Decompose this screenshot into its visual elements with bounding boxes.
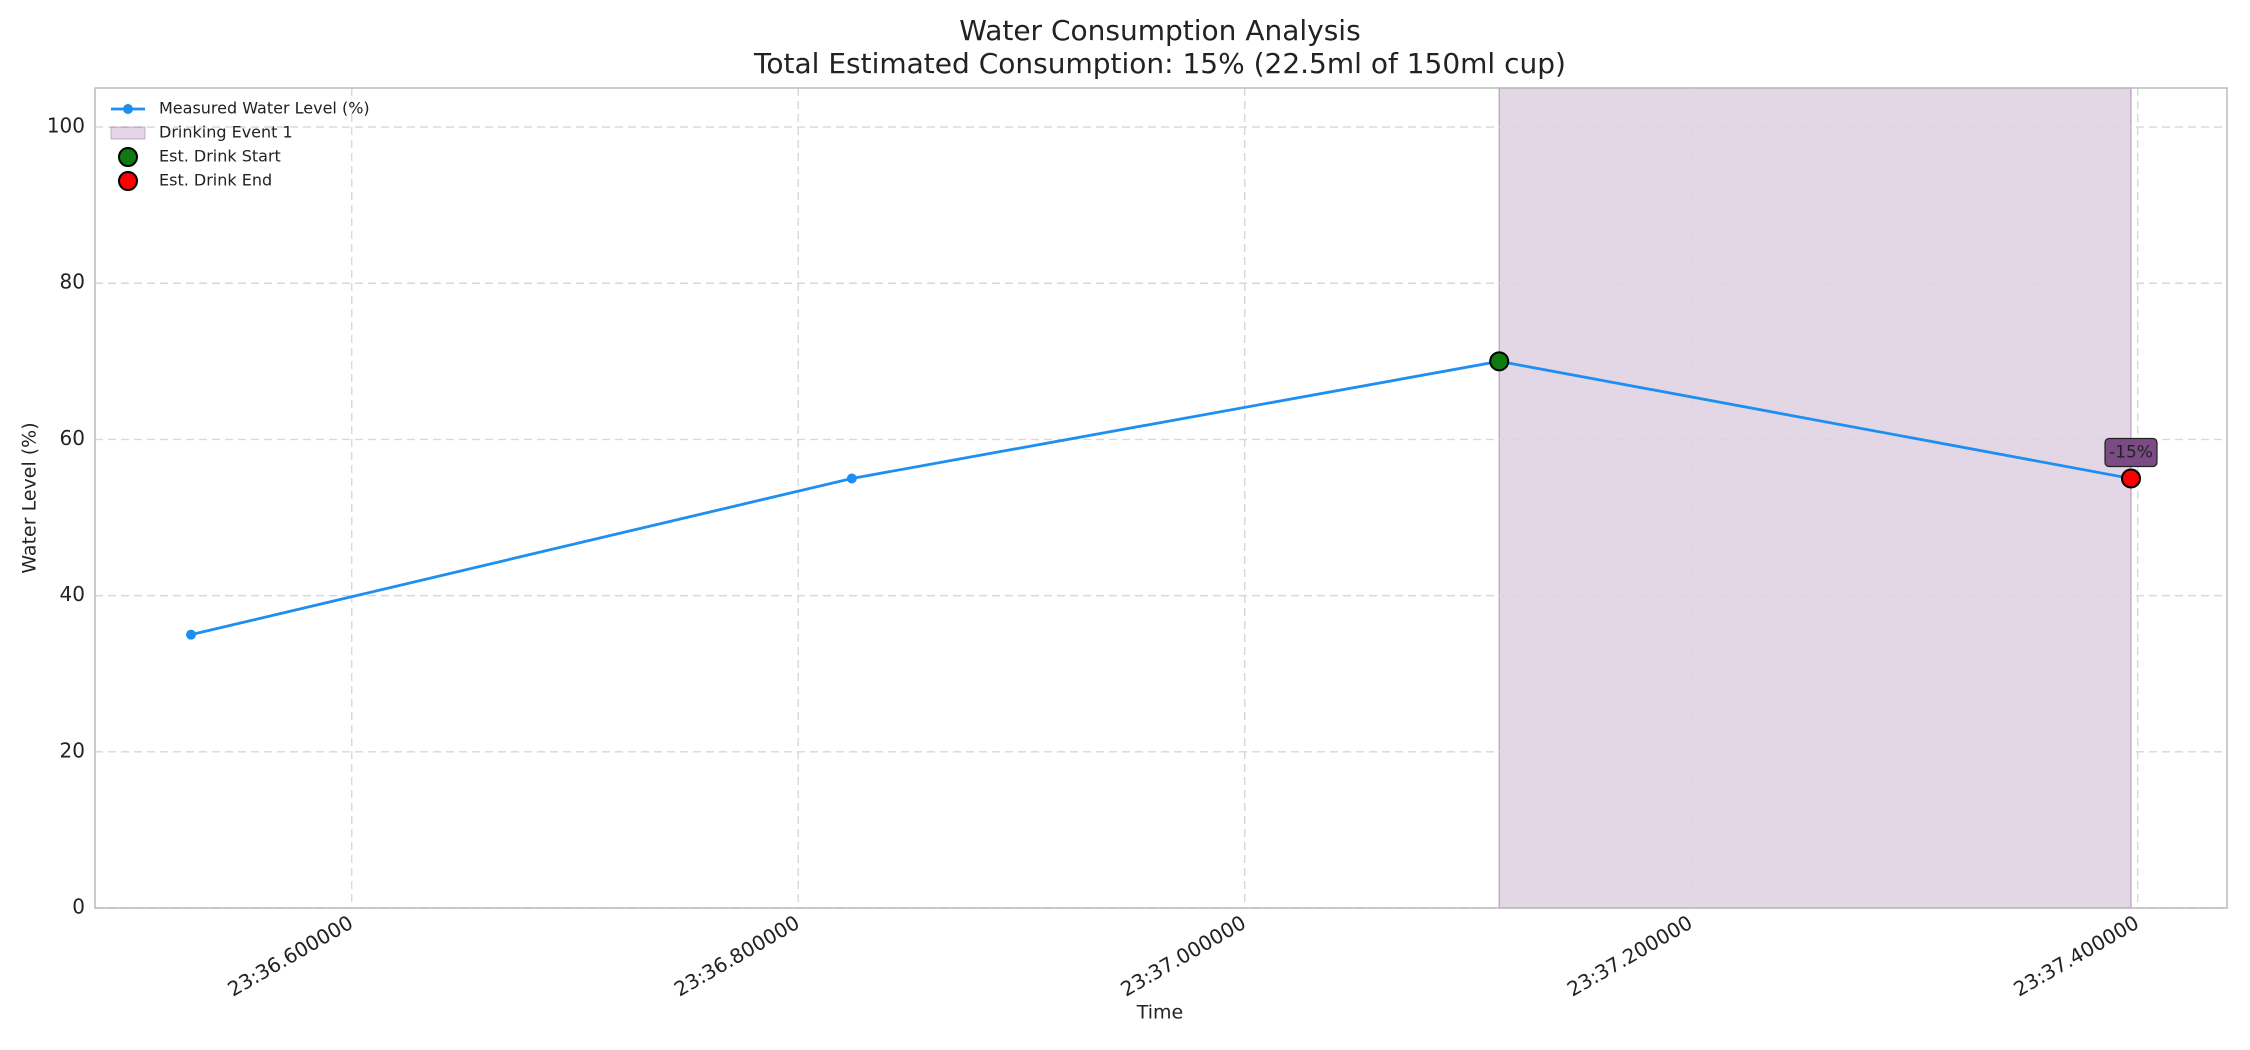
drink-end-marker (2121, 468, 2142, 489)
legend-label: Est. Drink End (159, 171, 272, 190)
legend-swatch (118, 171, 138, 191)
x-tick-label: 23:37.400000 (2009, 910, 2143, 1001)
annotation-text: -15% (2109, 442, 2153, 462)
y-tick-label: 80 (60, 270, 85, 294)
y-axis-label: Water Level (%) (19, 422, 41, 573)
legend-label: Drinking Event 1 (159, 123, 293, 142)
legend-swatch (123, 104, 133, 114)
x-tick-label: 23:37.200000 (1563, 910, 1697, 1001)
legend-swatch (118, 147, 138, 167)
legend-label: Measured Water Level (%) (159, 99, 370, 118)
x-tick-label: 23:36.800000 (670, 910, 804, 1001)
y-tick-label: 60 (60, 426, 85, 450)
chart-title: Water Consumption Analysis (959, 14, 1360, 47)
event-span (1498, 87, 2132, 909)
chart-subtitle: Total Estimated Consumption: 15% (22.5ml… (753, 47, 1566, 80)
drink-start-marker (1489, 351, 1510, 372)
x-tick-label: 23:36.600000 (223, 910, 357, 1001)
data-point (846, 473, 857, 484)
y-tick-label: 100 (47, 114, 85, 138)
x-axis-label: Time (1136, 1002, 1184, 1024)
legend-swatch (110, 126, 146, 140)
y-tick-label: 20 (60, 738, 85, 762)
legend-label: Est. Drink Start (159, 147, 281, 166)
data-point (185, 629, 196, 640)
data-line (190, 359, 2132, 637)
annotation-box (2104, 437, 2158, 468)
plot-frame (94, 87, 2228, 909)
y-tick-label: 40 (60, 582, 85, 606)
x-tick-label: 23:37.000000 (1116, 910, 1250, 1001)
y-tick-label: 0 (72, 895, 85, 919)
